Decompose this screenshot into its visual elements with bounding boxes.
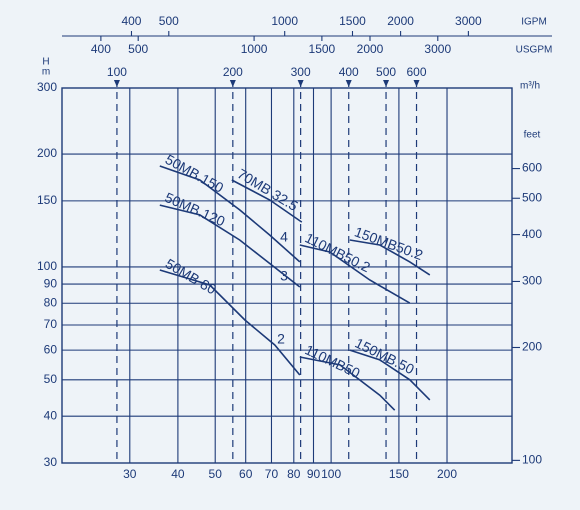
flow-marker [383,80,390,87]
y-tick-label: 150 [37,193,57,207]
top-tick-label: 100 [107,65,127,79]
flow-marker [297,80,304,87]
curve-label: 150MB.50 [353,335,417,378]
y-axis-label: H [42,57,49,68]
x-tick-label: 50 [209,467,223,481]
top-tick-label: 2000 [357,42,384,56]
y-axis-label: m [42,67,50,78]
curve-label: 50MB 80 [163,255,220,297]
y-tick-label: 70 [44,317,58,331]
top-tick-label: 3000 [424,42,451,56]
x-tick-label: 70 [265,467,279,481]
x-tick-label: 30 [123,467,137,481]
pump-curve [299,356,396,411]
top-tick-label: 1000 [271,14,298,28]
pump-curve [159,165,301,263]
top-tick-label: 1500 [339,14,366,28]
y-tick-label: 60 [44,342,58,356]
top-tick-label: 600 [407,65,427,79]
top-tick-label: 500 [376,65,396,79]
y-tick-label: 300 [37,80,57,94]
y-tick-label: 100 [37,259,57,273]
flow-marker [229,80,236,87]
y-tick-label: 90 [44,276,58,290]
curve-annotation: 4 [280,229,288,245]
y-tick-label: 30 [44,455,58,469]
top-tick-label: 500 [159,14,179,28]
pump-curve [159,204,301,288]
y-tick-label: 80 [44,295,58,309]
top-tick-label: 400 [121,14,141,28]
top-tick-label: 1000 [241,42,268,56]
top-axis-label: m³/h [520,81,540,92]
curve-label: 70MB 32.5 [235,165,301,214]
curve-label: 50MB.150 [163,151,227,196]
x-tick-label: 100 [321,467,341,481]
top-tick-label: 200 [223,65,243,79]
top-tick-label: 500 [128,42,148,56]
x-tick-label: 40 [171,467,185,481]
top-tick-label: 2000 [387,14,414,28]
y2-tick-label: 100 [522,453,542,467]
y2-tick-label: 200 [522,340,542,354]
pump-curve [299,244,411,304]
top-tick-label: 1500 [309,42,336,56]
top-tick-label: 300 [291,65,311,79]
curve-annotation: 3 [280,268,288,284]
x-tick-label: 80 [287,467,301,481]
x-tick-label: 200 [437,467,457,481]
pump-curve [349,349,431,401]
y2-tick-label: 500 [522,190,542,204]
y2-tick-label: 300 [522,274,542,288]
top-tick-label: 400 [339,65,359,79]
flow-marker [113,80,120,87]
curve-annotation: 2 [277,331,285,347]
top-axis-label: USGPM [516,45,553,56]
y-tick-label: 50 [44,372,58,386]
x-tick-label: 60 [239,467,253,481]
y2-tick-label: 400 [522,227,542,241]
top-tick-label: 3000 [455,14,482,28]
x-tick-label: 150 [389,467,409,481]
top-tick-label: 400 [91,42,111,56]
pump-curve [159,269,301,376]
top-axis-label: IGPM [521,17,547,28]
y-tick-label: 200 [37,146,57,160]
flow-marker [345,80,352,87]
pump-curve [349,239,431,276]
x-tick-label: 90 [307,467,321,481]
y-tick-label: 40 [44,408,58,422]
y2-axis-label: feet [524,130,541,141]
y2-tick-label: 600 [522,161,542,175]
flow-marker [413,80,420,87]
pump-curve [231,179,303,223]
